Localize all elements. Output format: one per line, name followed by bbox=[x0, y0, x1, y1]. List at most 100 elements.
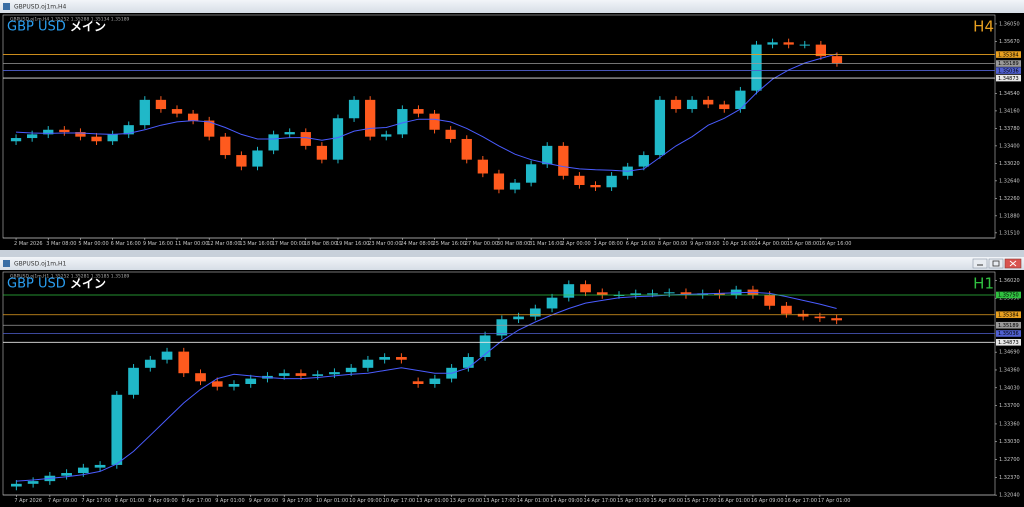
x-tick-label: 14 Apr 00:00 bbox=[754, 241, 787, 247]
candle-body bbox=[429, 113, 440, 130]
x-tick-label: 16 Apr 01:00 bbox=[717, 498, 750, 504]
candle-body bbox=[245, 378, 257, 384]
candle-body bbox=[606, 175, 617, 188]
candle-body bbox=[300, 132, 311, 146]
x-tick-label: 14 Apr 09:00 bbox=[550, 498, 583, 504]
chart-info: GBPUSD.oj1m,H1 1.35252 1.35281 1.35185 1… bbox=[10, 274, 130, 280]
x-tick-label: 13 Apr 17:00 bbox=[483, 498, 516, 504]
x-tick-label: 11 Mar 00:00 bbox=[175, 241, 208, 247]
candle-body bbox=[654, 99, 666, 156]
y-tick-label: 1.32700 bbox=[999, 457, 1020, 463]
candle-body bbox=[735, 90, 746, 110]
x-tick-label: 13 Apr 01:00 bbox=[416, 498, 449, 504]
y-tick-label: 1.31510 bbox=[999, 230, 1020, 236]
candle-body bbox=[61, 473, 72, 476]
candle-body bbox=[590, 184, 601, 188]
y-tick-label: 1.35670 bbox=[999, 39, 1020, 45]
moving-average bbox=[15, 53, 838, 172]
candle-body bbox=[161, 351, 173, 360]
level-label: 1.35189 bbox=[998, 61, 1019, 67]
candle-body bbox=[107, 134, 118, 142]
candle-body bbox=[178, 351, 190, 374]
candle-body bbox=[228, 384, 240, 387]
candle-body bbox=[525, 164, 537, 183]
x-tick-label: 6 Mar 16:00 bbox=[111, 241, 141, 247]
x-tick-label: 7 Apr 2026 bbox=[14, 498, 42, 504]
candle-body bbox=[413, 109, 424, 114]
candle-body bbox=[345, 367, 357, 373]
candle-body bbox=[362, 359, 374, 368]
x-tick-label: 27 Mar 00:00 bbox=[465, 241, 498, 247]
candle-body bbox=[139, 99, 150, 126]
candle-body bbox=[797, 313, 809, 317]
timeframe: H1 bbox=[973, 275, 994, 293]
level-label: 1.35750 bbox=[998, 293, 1019, 299]
x-tick-label: 7 Apr 17:00 bbox=[81, 498, 110, 504]
y-tick-label: 1.33020 bbox=[999, 161, 1020, 167]
maximize-button[interactable] bbox=[988, 258, 1004, 269]
minimize-button[interactable] bbox=[972, 258, 988, 269]
candle-body bbox=[128, 367, 139, 395]
candle-body bbox=[381, 134, 392, 137]
y-tick-label: 1.32040 bbox=[999, 493, 1020, 499]
candle-body bbox=[719, 104, 730, 110]
x-tick-label: 8 Apr 01:00 bbox=[115, 498, 144, 504]
window-icon bbox=[3, 260, 10, 267]
symbol: GBP USD bbox=[7, 20, 66, 35]
x-tick-label: 2 Apr 00:00 bbox=[561, 241, 590, 247]
x-tick-label: 15 Apr 01:00 bbox=[617, 498, 650, 504]
candle-body bbox=[412, 381, 424, 384]
chart-bg bbox=[0, 270, 1024, 507]
chart-bg bbox=[0, 13, 1024, 250]
x-tick-label: 8 Apr 17:00 bbox=[182, 498, 211, 504]
level-label: 1.34873 bbox=[998, 76, 1019, 82]
candle-body bbox=[155, 99, 167, 110]
x-tick-label: 19 Mar 16:00 bbox=[336, 241, 369, 247]
y-tick-label: 1.35690 bbox=[999, 296, 1020, 302]
x-tick-label: 8 Apr 09:00 bbox=[148, 498, 177, 504]
candle-body bbox=[831, 318, 842, 321]
y-tick-label: 1.32260 bbox=[999, 196, 1020, 202]
x-tick-label: 9 Apr 08:00 bbox=[690, 241, 719, 247]
level-label-box bbox=[996, 60, 1021, 67]
y-tick-label: 1.34540 bbox=[999, 91, 1020, 97]
y-tick-label: 1.34030 bbox=[999, 385, 1020, 391]
candle-body bbox=[509, 182, 521, 190]
candle-body bbox=[714, 293, 725, 295]
y-tick-label: 1.32370 bbox=[999, 475, 1020, 481]
y-tick-label: 1.31880 bbox=[999, 213, 1020, 219]
candle-body bbox=[767, 42, 778, 45]
candle-body bbox=[445, 129, 456, 139]
candle-body bbox=[365, 99, 376, 137]
level-label-box bbox=[996, 51, 1021, 58]
candle-body bbox=[268, 134, 279, 151]
level-label-box bbox=[996, 67, 1021, 74]
x-tick-label: 16 Apr 16:00 bbox=[819, 241, 852, 247]
x-tick-label: 15 Apr 09:00 bbox=[650, 498, 683, 504]
candle-body bbox=[329, 372, 340, 375]
level-label: 1.35036 bbox=[998, 68, 1019, 74]
candle-body bbox=[574, 175, 585, 185]
chart-info: GBPUSD.oj1m,H4 1.35252 1.35288 1.35134 1… bbox=[10, 17, 130, 23]
candle-body bbox=[123, 125, 134, 135]
symbol: GBP USD bbox=[7, 277, 66, 292]
candle-body bbox=[751, 44, 762, 91]
candle-body bbox=[764, 294, 776, 306]
level-label: 1.35189 bbox=[998, 323, 1019, 329]
candle-body bbox=[94, 464, 106, 468]
x-tick-label: 31 Mar 16:00 bbox=[529, 241, 562, 247]
candle-body bbox=[461, 138, 472, 160]
candle-body bbox=[348, 99, 360, 119]
x-tick-label: 14 Apr 01:00 bbox=[517, 498, 550, 504]
candle-body bbox=[332, 118, 344, 160]
x-tick-label: 25 Mar 16:00 bbox=[433, 241, 466, 247]
x-tick-label: 6 Apr 16:00 bbox=[626, 241, 655, 247]
candle-body bbox=[379, 357, 391, 360]
candle-body bbox=[204, 120, 215, 137]
candle-body bbox=[236, 155, 247, 167]
candle-body bbox=[563, 284, 575, 298]
close-icon bbox=[1009, 260, 1017, 267]
candle-body bbox=[630, 293, 642, 295]
maximize-icon bbox=[992, 260, 1000, 267]
x-tick-label: 15 Apr 17:00 bbox=[684, 498, 717, 504]
